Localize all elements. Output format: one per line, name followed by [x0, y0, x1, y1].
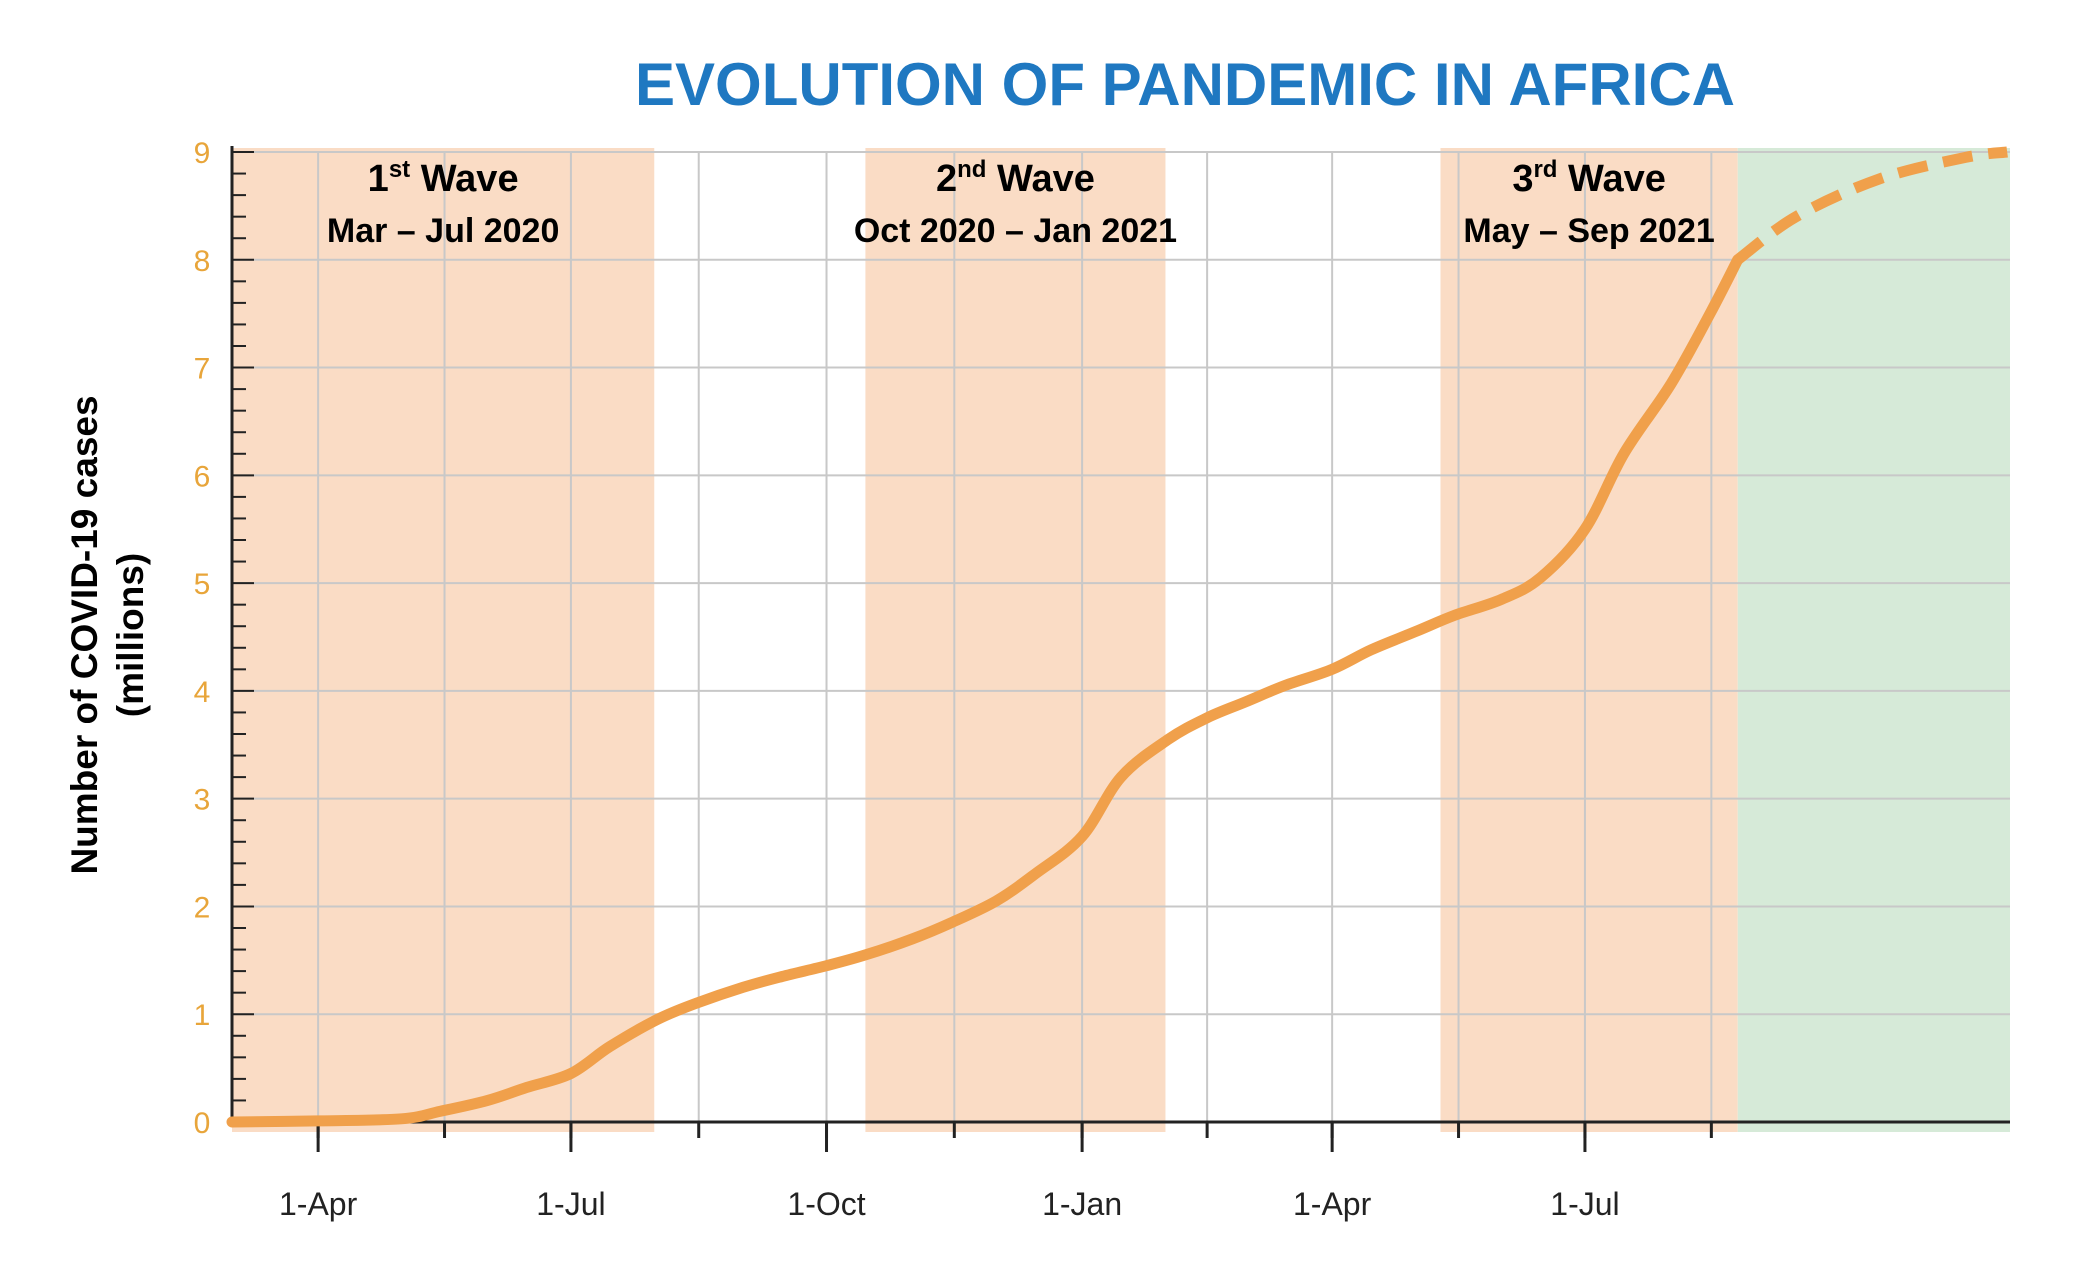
x-tick-label-3: 1-Jan	[1042, 1186, 1122, 1222]
x-tick-label-5: 1-Jul	[1550, 1186, 1619, 1222]
chart-axes: 0 1 2 3 4 5 6 7 8 9 1-Apr 1-Jul 1-Oct 1-Jan 1-Apr 1-Jul	[194, 137, 2010, 1222]
y-axis-label-line1: Number of COVID-19 cases	[64, 395, 105, 874]
y-tick-label-4: 4	[194, 676, 211, 709]
chart-grid	[232, 151, 2010, 1123]
y-axis-label-line2: (millions)	[110, 553, 151, 717]
wave-period-2: Oct 2020 – Jan 2021	[854, 212, 1177, 250]
x-tick-label-1: 1-Jul	[536, 1186, 605, 1222]
y-tick-label-3: 3	[194, 784, 211, 817]
y-tick-label-5: 5	[194, 568, 211, 601]
projection-band	[1737, 148, 2010, 1132]
chart-series	[226, 146, 2008, 1128]
series-line-projection	[1734, 146, 2008, 265]
y-tick-label-0: 0	[194, 1107, 211, 1140]
y-tick-label-2: 2	[194, 891, 211, 924]
x-tick-label-2: 1-Oct	[787, 1186, 865, 1222]
chart-title: EVOLUTION OF PANDEMIC IN AFRICA	[635, 51, 1735, 118]
x-tick-label-4: 1-Apr	[1293, 1186, 1372, 1222]
y-tick-label-8: 8	[194, 245, 211, 278]
wave-band-1	[232, 148, 655, 1132]
wave-band-2	[865, 148, 1166, 1132]
series-line-cases	[226, 254, 1744, 1128]
y-tick-label-1: 1	[194, 999, 211, 1032]
y-axis-label: Number of COVID-19 cases (millions)	[64, 395, 151, 874]
wave-period-3: May – Sep 2021	[1463, 212, 1714, 250]
y-tick-label-7: 7	[194, 353, 211, 386]
wave-band-3	[1440, 148, 1738, 1132]
wave-period-1: Mar – Jul 2020	[327, 212, 559, 250]
wave-title-1: 1st Wave	[368, 156, 519, 200]
wave-title-3: 3rd Wave	[1512, 156, 1666, 200]
wave-bands	[232, 148, 2010, 1132]
y-tick-label-6: 6	[194, 460, 211, 493]
wave-title-2: 2nd Wave	[936, 156, 1095, 200]
wave-labels: 1st Wave Mar – Jul 2020 2nd Wave Oct 2020 –…	[327, 156, 1715, 250]
x-tick-label-0: 1-Apr	[279, 1186, 358, 1222]
y-tick-label-9: 9	[194, 137, 211, 170]
